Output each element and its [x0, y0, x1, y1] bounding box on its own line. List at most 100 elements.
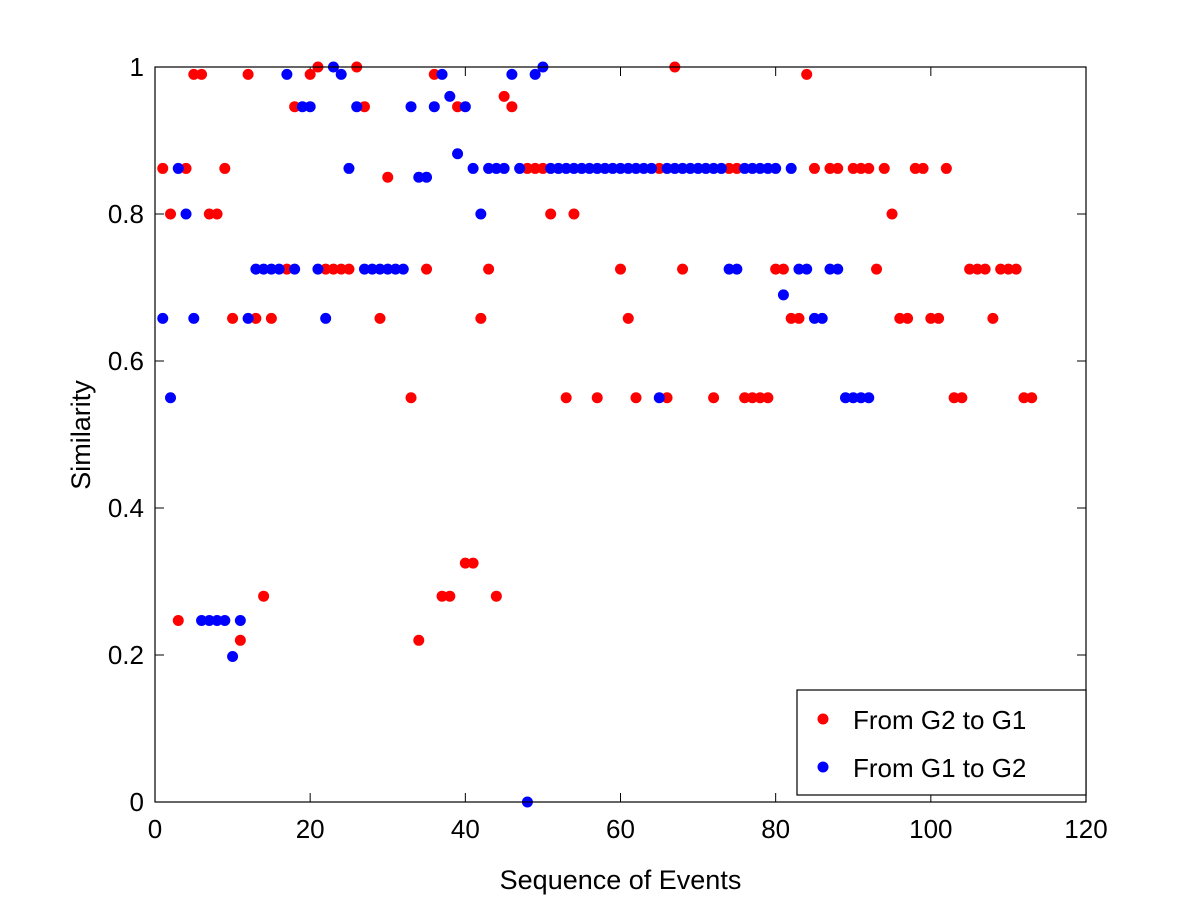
y-axis-title: Similarity [66, 380, 96, 490]
legend-marker-g2-to-g1 [817, 713, 829, 725]
point-from-g2-to-g1 [723, 162, 735, 174]
point-from-g2-to-g1 [731, 162, 743, 174]
point-from-g1-to-g2 [281, 68, 293, 80]
point-from-g2-to-g1 [591, 392, 603, 404]
point-from-g2-to-g1 [421, 263, 433, 275]
point-from-g2-to-g1 [188, 68, 200, 80]
point-from-g2-to-g1 [289, 101, 301, 113]
point-from-g1-to-g2 [785, 162, 797, 174]
point-from-g1-to-g2 [661, 162, 673, 174]
point-from-g1-to-g2 [405, 101, 417, 113]
x-axis-title: Sequence of Events [500, 865, 742, 895]
point-from-g2-to-g1 [762, 392, 774, 404]
point-from-g2-to-g1 [948, 392, 960, 404]
point-from-g1-to-g2 [669, 162, 681, 174]
point-from-g2-to-g1 [196, 68, 208, 80]
point-from-g2-to-g1 [506, 101, 518, 113]
y-tick-label: 0.8 [108, 199, 144, 229]
point-from-g1-to-g2 [452, 148, 464, 160]
point-from-g1-to-g2 [296, 101, 308, 113]
point-from-g2-to-g1 [902, 312, 914, 324]
point-from-g2-to-g1 [886, 208, 898, 220]
point-from-g2-to-g1 [964, 263, 976, 275]
legend-label-g1-to-g2: From G1 to G2 [853, 753, 1026, 783]
point-from-g2-to-g1 [677, 263, 689, 275]
point-from-g1-to-g2 [646, 162, 658, 174]
point-from-g2-to-g1 [754, 392, 766, 404]
y-tick-label: 0.2 [108, 640, 144, 670]
point-from-g1-to-g2 [203, 614, 215, 626]
point-from-g2-to-g1 [808, 162, 820, 174]
point-from-g2-to-g1 [203, 208, 215, 220]
point-from-g2-to-g1 [498, 90, 510, 102]
point-from-g1-to-g2 [653, 392, 665, 404]
point-from-g1-to-g2 [832, 263, 844, 275]
point-from-g1-to-g2 [708, 162, 720, 174]
point-from-g2-to-g1 [250, 312, 262, 324]
point-from-g1-to-g2 [622, 162, 634, 174]
point-from-g1-to-g2 [343, 162, 355, 174]
y-tick-label: 0.4 [108, 493, 144, 523]
point-from-g1-to-g2 [459, 101, 471, 113]
point-from-g2-to-g1 [304, 68, 316, 80]
point-from-g2-to-g1 [925, 312, 937, 324]
point-from-g2-to-g1 [413, 634, 425, 646]
point-from-g2-to-g1 [871, 263, 883, 275]
point-from-g1-to-g2 [599, 162, 611, 174]
point-from-g1-to-g2 [304, 101, 316, 113]
point-from-g1-to-g2 [358, 263, 370, 275]
point-from-g1-to-g2 [529, 68, 541, 80]
point-from-g2-to-g1 [405, 392, 417, 404]
point-from-g2-to-g1 [793, 312, 805, 324]
point-from-g2-to-g1 [801, 68, 813, 80]
point-from-g2-to-g1 [1026, 392, 1038, 404]
point-from-g1-to-g2 [746, 162, 758, 174]
point-from-g2-to-g1 [490, 590, 502, 602]
point-from-g1-to-g2 [762, 162, 774, 174]
point-from-g2-to-g1 [847, 162, 859, 174]
point-from-g1-to-g2 [265, 263, 277, 275]
point-from-g2-to-g1 [622, 312, 634, 324]
x-tick-label: 120 [1064, 814, 1107, 844]
point-from-g2-to-g1 [824, 162, 836, 174]
x-tick-label: 60 [606, 814, 635, 844]
point-from-g1-to-g2 [490, 162, 502, 174]
point-from-g1-to-g2 [444, 90, 456, 102]
point-from-g1-to-g2 [382, 263, 394, 275]
point-from-g2-to-g1 [1002, 263, 1014, 275]
point-from-g2-to-g1 [995, 263, 1007, 275]
point-from-g2-to-g1 [832, 162, 844, 174]
point-from-g1-to-g2 [234, 614, 246, 626]
point-from-g1-to-g2 [700, 162, 712, 174]
point-from-g2-to-g1 [917, 162, 929, 174]
point-from-g1-to-g2 [428, 101, 440, 113]
point-from-g2-to-g1 [483, 263, 495, 275]
point-from-g2-to-g1 [320, 263, 332, 275]
point-from-g1-to-g2 [607, 162, 619, 174]
point-from-g2-to-g1 [242, 68, 254, 80]
point-from-g1-to-g2 [242, 312, 254, 324]
point-from-g1-to-g2 [630, 162, 642, 174]
point-from-g1-to-g2 [615, 162, 626, 174]
point-from-g1-to-g2 [863, 392, 875, 404]
point-from-g2-to-g1 [475, 312, 487, 324]
point-from-g2-to-g1 [180, 162, 192, 174]
legend-label-g2-to-g1: From G2 to G1 [853, 705, 1026, 735]
point-from-g2-to-g1 [459, 557, 471, 569]
point-from-g2-to-g1 [467, 557, 479, 569]
point-from-g1-to-g2 [816, 312, 828, 324]
point-from-g2-to-g1 [785, 312, 797, 324]
point-from-g1-to-g2 [312, 263, 324, 275]
point-from-g2-to-g1 [987, 312, 999, 324]
point-from-g2-to-g1 [165, 208, 177, 220]
point-from-g2-to-g1 [956, 392, 968, 404]
x-tick-label: 100 [909, 814, 952, 844]
point-from-g1-to-g2 [172, 162, 184, 174]
point-from-g2-to-g1 [739, 392, 751, 404]
point-from-g1-to-g2 [180, 208, 192, 220]
point-from-g1-to-g2 [211, 614, 223, 626]
point-from-g2-to-g1 [529, 162, 541, 174]
point-from-g1-to-g2 [591, 162, 603, 174]
point-from-g1-to-g2 [576, 162, 588, 174]
point-from-g2-to-g1 [521, 162, 533, 174]
